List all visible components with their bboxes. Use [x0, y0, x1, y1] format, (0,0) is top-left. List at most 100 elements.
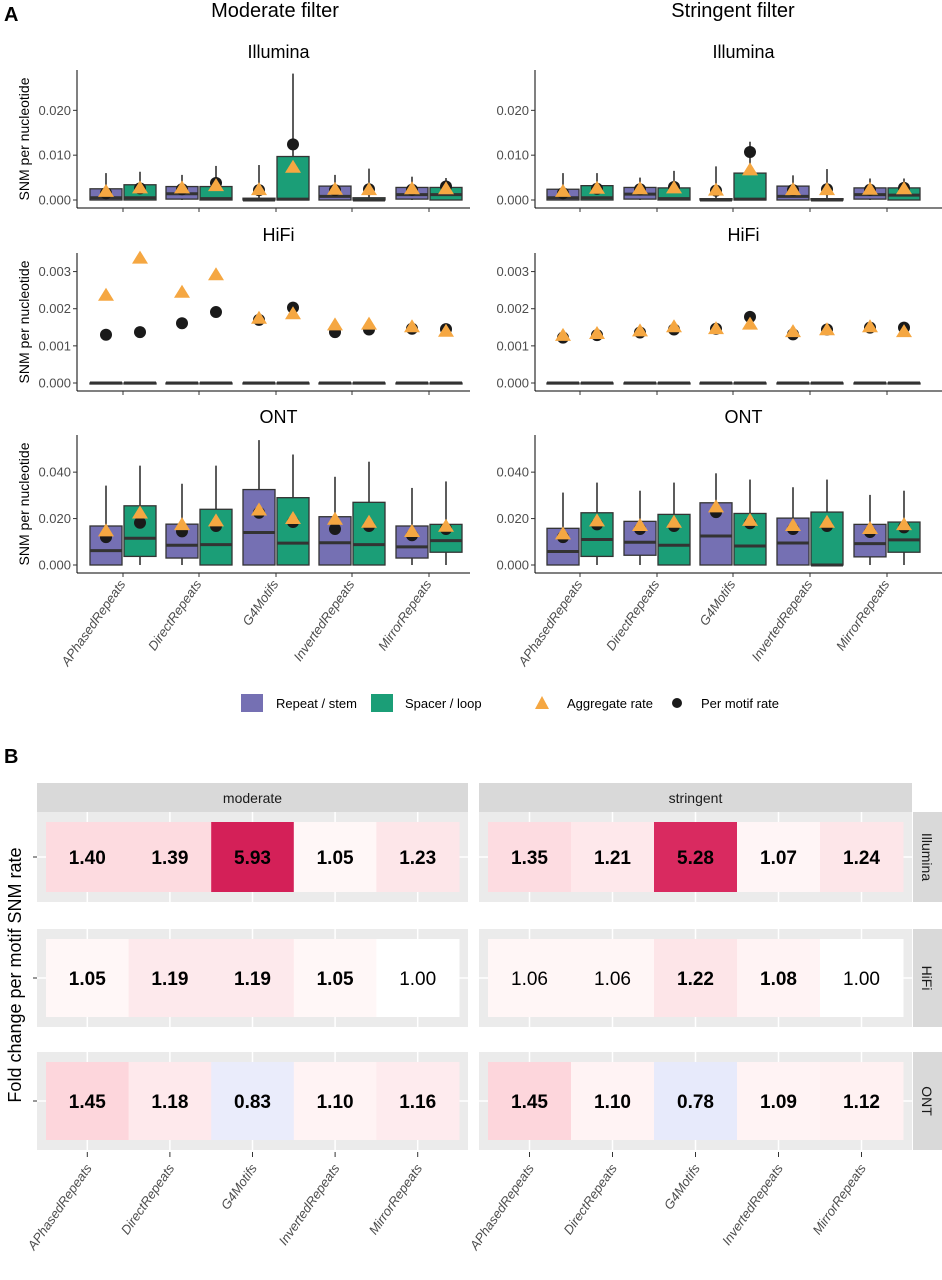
heatmap-cell — [488, 1062, 572, 1140]
heatmap-cell-label: 1.22 — [677, 969, 714, 990]
aggregate-point — [819, 514, 835, 528]
heatmap-cell-label: 1.23 — [399, 848, 436, 869]
y-tick-label: 0.001 — [496, 338, 529, 353]
x-category-label: MirrorRepeats — [809, 1161, 869, 1237]
aggregate-point — [742, 512, 758, 526]
aggregate-point — [251, 182, 267, 196]
aggregate-point — [708, 182, 724, 196]
x-category-label: APhasedRepeats — [515, 577, 586, 670]
y-tick-label: 0.040 — [496, 465, 529, 480]
x-category-label: InvertedRepeats — [748, 577, 815, 664]
facet-title-hifi: HiFi — [728, 225, 760, 245]
aggregate-point — [174, 180, 190, 194]
aggregate-point — [555, 183, 571, 197]
per-motif-point — [210, 306, 222, 319]
heatmap-cell — [376, 1062, 460, 1140]
aggregate-point — [327, 317, 343, 331]
aggregate-point — [132, 505, 148, 519]
heatmap-cell — [46, 822, 130, 892]
legend: Repeat / stem Spacer / loop Aggregate ra… — [241, 694, 779, 712]
heatmap-cell-label: 1.18 — [151, 1092, 188, 1113]
aggregate-point — [327, 181, 343, 195]
x-category-label: G4Motifs — [239, 577, 281, 629]
aggregate-point — [708, 499, 724, 513]
aggregate-point — [819, 182, 835, 196]
row-strip-illumina — [913, 812, 942, 902]
heatmap-cell — [654, 939, 738, 1017]
aggregate-point — [208, 267, 224, 281]
facet-strip-stringent — [479, 783, 912, 812]
aggregate-point — [438, 323, 454, 337]
facet-title-ont: ONT — [725, 407, 763, 427]
legend-label-repeat-stem: Repeat / stem — [276, 696, 357, 711]
x-category-label: DirectRepeats — [603, 577, 663, 653]
aggregate-point — [666, 319, 682, 333]
heatmap-cell-label: 1.19 — [234, 969, 271, 990]
y-axis-label: SNM per nucleotide — [16, 442, 32, 565]
x-category-label: MirrorRepeats — [366, 1161, 426, 1237]
heatmap-cell-label: 1.06 — [594, 969, 631, 990]
heatmap-cell — [820, 939, 904, 1017]
facet-strip-moderate — [37, 783, 468, 812]
heatmap-cell — [654, 822, 738, 892]
aggregate-point — [404, 524, 420, 538]
aggregate-point — [174, 284, 190, 298]
legend-label-aggregate-rate: Aggregate rate — [567, 696, 653, 711]
aggregate-point — [438, 181, 454, 195]
box-spacer-loop — [657, 513, 691, 566]
heatmap-cell — [128, 1062, 212, 1140]
heatmap-cell-label: 1.45 — [69, 1092, 106, 1113]
x-category-label: APhasedRepeats — [466, 1161, 537, 1254]
aggregate-point — [555, 327, 571, 341]
aggregate-point — [98, 523, 114, 537]
heatmap-cell-label: 1.06 — [511, 969, 548, 990]
heatmap-cell — [571, 1062, 655, 1140]
aggregate-point — [555, 526, 571, 540]
heatmap-cell — [293, 1062, 377, 1140]
x-category-label: DirectRepeats — [145, 577, 205, 653]
heatmap-cell-label: 1.10 — [594, 1092, 631, 1113]
heatmap-cell-label: 1.12 — [843, 1092, 880, 1113]
heatmap-cell-label: 1.00 — [399, 969, 436, 990]
x-category-label: APhasedRepeats — [24, 1161, 95, 1254]
heatmap-cell — [737, 939, 821, 1017]
heatmap-cell-label: 1.05 — [317, 848, 354, 869]
x-category-label: MirrorRepeats — [833, 577, 893, 653]
per-motif-point — [100, 328, 112, 341]
heatmap-cell-label: 1.19 — [151, 969, 188, 990]
y-tick-label: 0.002 — [38, 301, 71, 316]
aggregate-point — [632, 518, 648, 531]
aggregate-point — [404, 181, 420, 195]
aggregate-point — [404, 319, 420, 333]
facet-strip-label: moderate — [223, 790, 282, 806]
aggregate-point — [785, 518, 801, 531]
aggregate-point — [742, 162, 758, 176]
facet-strip-label: stringent — [669, 790, 723, 806]
y-tick-label: 0.010 — [496, 148, 529, 163]
aggregate-point — [251, 502, 267, 516]
aggregate-point — [361, 182, 377, 196]
heatmap-cell — [293, 939, 377, 1017]
y-tick-label: 0.000 — [496, 558, 529, 573]
aggregate-point — [251, 310, 267, 324]
y-tick-label: 0.003 — [38, 264, 71, 279]
aggregate-point — [98, 183, 114, 197]
heatmap-cell — [571, 939, 655, 1017]
x-category-label: InvertedRepeats — [719, 1161, 786, 1248]
heatmap-cell-label: 5.93 — [234, 848, 271, 869]
x-category-label: APhasedRepeats — [58, 577, 129, 670]
aggregate-point — [132, 250, 148, 264]
y-tick-label: 0.020 — [38, 511, 71, 526]
per-motif-point — [134, 516, 146, 529]
heatmap-cell — [488, 939, 572, 1017]
y-tick-label: 0.020 — [496, 511, 529, 526]
row-strip-label: Illumina — [919, 833, 935, 881]
heatmap-cell — [128, 822, 212, 892]
aggregate-point — [361, 316, 377, 330]
heatmap-cell-label: 1.16 — [399, 1092, 436, 1113]
x-category-label: G4Motifs — [218, 1161, 260, 1213]
heatmap-cell-label: 1.05 — [317, 969, 354, 990]
y-tick-label: 0.040 — [38, 465, 71, 480]
heatmap-cell-label: 1.39 — [151, 848, 188, 869]
heatmap-cell-label: 0.83 — [234, 1092, 271, 1113]
